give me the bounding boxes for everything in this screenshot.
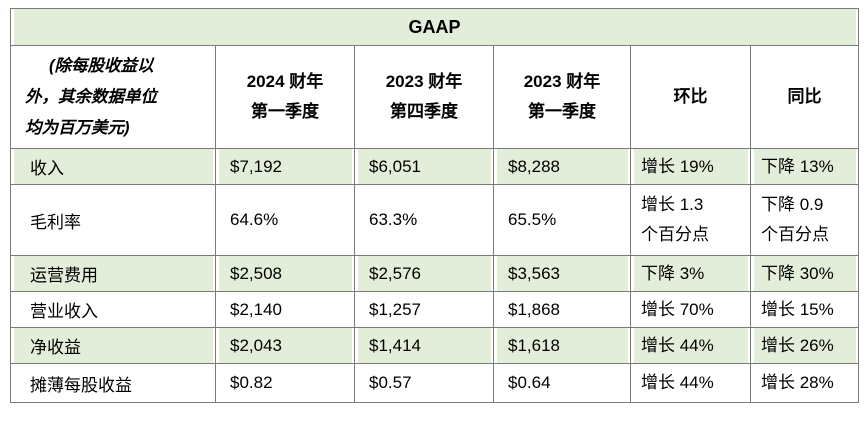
cell-value: $2,576 [354,255,494,292]
row-label: 摊薄每股收益 [10,363,216,403]
cell-yoy: 下降 13% [749,148,860,185]
cell-value: $2,043 [215,327,355,364]
table-title: GAAP [9,8,860,46]
col-header-fy2023-q4: 2023 财年 第四季度 [354,45,494,149]
row-label: 营业收入 [10,291,216,328]
col-header-qoq: 环比 [630,45,751,149]
cell-value: $2,140 [215,291,355,328]
cell-value: $6,051 [354,148,494,185]
cell-yoy: 增长 28% [749,363,860,403]
cell-value: $0.82 [215,363,355,403]
table-row-revenue: 收入 $7,192 $6,051 $8,288 增长 19% 下降 13% [10,148,860,185]
row-label: 收入 [10,148,216,185]
col-header-fy2024-q1: 2024 财年 第一季度 [215,45,355,149]
cell-value: $0.57 [354,363,494,403]
cell-yoy: 下降 30% [749,255,860,292]
cell-value: $0.64 [493,363,631,403]
row-label: 运营费用 [10,255,216,292]
col-header-yoy: 同比 [749,45,860,149]
cell-value: $7,192 [215,148,355,185]
cell-yoy: 下降 0.9 个百分点 [749,184,860,256]
cell-value: $8,288 [493,148,631,185]
gaap-financial-table: GAAP (除每股收益以 外，其余数据单位 均为百万美元) 2024 财年 第一… [9,8,860,403]
cell-value: $1,414 [354,327,494,364]
row-label: 毛利率 [10,184,216,256]
row-label: 净收益 [10,327,216,364]
cell-qoq: 增长 1.3 个百分点 [630,184,751,256]
cell-qoq: 下降 3% [630,255,751,292]
cell-qoq: 增长 44% [630,327,751,364]
cell-qoq: 增长 70% [630,291,751,328]
col-header-fy2023-q1: 2023 财年 第一季度 [493,45,631,149]
cell-value: 64.6% [215,184,355,256]
cell-yoy: 增长 26% [749,327,860,364]
table-row-operating-expenses: 运营费用 $2,508 $2,576 $3,563 下降 3% 下降 30% [10,255,860,292]
note-header-cell: (除每股收益以 外，其余数据单位 均为百万美元) [10,45,216,149]
cell-value: $3,563 [493,255,631,292]
cell-yoy: 增长 15% [749,291,860,328]
cell-value: 63.3% [354,184,494,256]
cell-qoq: 增长 19% [630,148,751,185]
cell-qoq: 增长 44% [630,363,751,403]
table-row-net-income: 净收益 $2,043 $1,414 $1,618 增长 44% 增长 26% [10,327,860,364]
table-title-row: GAAP [9,8,860,46]
cell-value: $1,868 [493,291,631,328]
column-header-row: (除每股收益以 外，其余数据单位 均为百万美元) 2024 财年 第一季度 20… [10,45,860,149]
table-row-diluted-eps: 摊薄每股收益 $0.82 $0.57 $0.64 增长 44% 增长 28% [10,363,860,403]
cell-value: $1,257 [354,291,494,328]
cell-value: $1,618 [493,327,631,364]
table-row-gross-margin: 毛利率 64.6% 63.3% 65.5% 增长 1.3 个百分点 下降 0.9… [10,184,860,256]
cell-value: $2,508 [215,255,355,292]
cell-value: 65.5% [493,184,631,256]
table-row-operating-income: 营业收入 $2,140 $1,257 $1,868 增长 70% 增长 15% [10,291,860,328]
